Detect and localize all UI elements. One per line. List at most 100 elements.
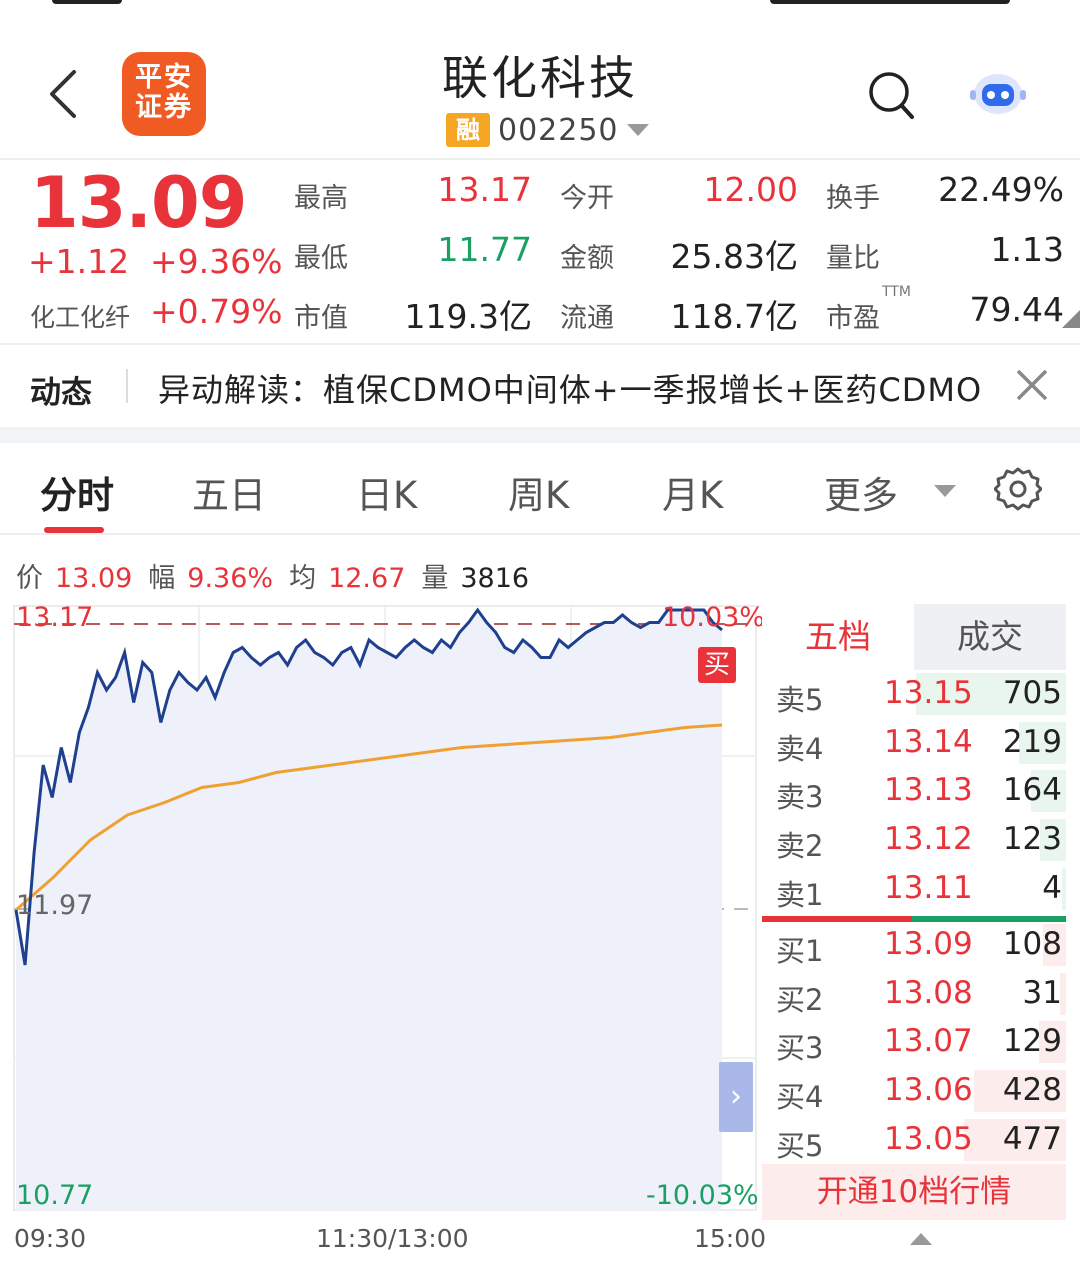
- info-price-label: 价: [16, 563, 43, 594]
- chart-settings-button[interactable]: [993, 465, 1043, 513]
- caret-up-icon[interactable]: [910, 1233, 932, 1245]
- margin-badge: 融: [446, 113, 490, 147]
- buy-row[interactable]: 买3 13.07 129: [762, 1019, 1066, 1065]
- chevron-left-icon: [50, 70, 76, 118]
- order-book-tabs: 五档 成交: [762, 604, 1066, 670]
- volratio-label: 量比: [826, 243, 880, 274]
- sell-level: 卖1: [776, 878, 824, 912]
- buy-level: 买1: [776, 934, 824, 968]
- sell-row[interactable]: 卖4 13.14 219: [762, 720, 1066, 766]
- sell-volume: 219: [1002, 724, 1062, 760]
- buy-row[interactable]: 买1 13.09 108: [762, 922, 1066, 968]
- robot-icon: [970, 74, 1026, 114]
- tab-monthly-k[interactable]: 月K: [662, 474, 724, 517]
- pct-axis-max-label: 10.03%: [662, 602, 765, 633]
- close-icon: [1016, 369, 1048, 401]
- sell-row[interactable]: 卖1 13.11 4: [762, 866, 1066, 912]
- stock-code-selector[interactable]: 融 002250: [446, 112, 649, 148]
- x-axis-open-label: 09:30: [14, 1224, 87, 1253]
- news-separator: [126, 369, 128, 403]
- average-price-line: [15, 723, 723, 912]
- sell-level: 卖4: [776, 732, 824, 766]
- buy-row[interactable]: 买4 13.06 428: [762, 1068, 1066, 1114]
- open-value: 12.00: [703, 170, 798, 209]
- sell-level: 卖2: [776, 829, 824, 863]
- buy-volume: 31: [1022, 975, 1062, 1011]
- sell-row[interactable]: 卖3 13.13 164: [762, 768, 1066, 814]
- order-book: 五档 成交 卖5 13.15 705 卖4 13.14 219 卖3 13.13…: [762, 604, 1066, 1220]
- pct-axis-min-label: -10.03%: [646, 1180, 759, 1211]
- caret-down-icon: [626, 124, 649, 136]
- buy-level: 买2: [776, 983, 824, 1017]
- chevron-right-icon: ›: [730, 1079, 742, 1114]
- tab-intraday[interactable]: 分时: [40, 474, 114, 517]
- intraday-chart[interactable]: 13.17 11.97 10.77 10.03% -10.03% 买 › 09:…: [0, 600, 766, 1253]
- sector-name[interactable]: 化工化纤: [30, 303, 131, 332]
- news-tag: 动态: [30, 375, 92, 411]
- buy-volume: 129: [1002, 1023, 1062, 1059]
- sell-volume-bar: [1062, 868, 1066, 910]
- tab-more[interactable]: 更多: [824, 474, 898, 517]
- tab-weekly-k[interactable]: 周K: [508, 474, 570, 517]
- info-avg-value: 12.67: [328, 563, 406, 594]
- buy-row[interactable]: 买2 13.08 31: [762, 971, 1066, 1017]
- sell-volume: 123: [1002, 821, 1062, 857]
- sell-row[interactable]: 卖5 13.15 705: [762, 671, 1066, 717]
- sell-volume: 164: [1002, 772, 1062, 808]
- stock-name: 联化科技: [442, 51, 638, 105]
- pe-label: 市盈: [826, 303, 880, 334]
- chart-tabs: 分时 五日 日K 周K 月K 更多: [0, 443, 1080, 535]
- amount-value: 25.83亿: [670, 237, 798, 276]
- tab-trades[interactable]: 成交: [914, 604, 1066, 670]
- open-label: 今开: [560, 183, 614, 214]
- sell-price: 13.13: [884, 772, 973, 808]
- price-line: [14, 607, 723, 966]
- y-axis-max-label: 13.17: [16, 602, 94, 633]
- x-axis-midday-label: 11:30/13:00: [316, 1224, 469, 1253]
- news-text[interactable]: 异动解读：植保CDMO中间体+一季报增长+医药CDMO: [158, 371, 983, 409]
- tab-five-day[interactable]: 五日: [192, 474, 266, 517]
- info-range-label: 幅: [148, 563, 176, 594]
- low-label: 最低: [294, 243, 348, 274]
- search-button[interactable]: [866, 68, 916, 122]
- buy-price: 13.07: [884, 1023, 973, 1059]
- news-close-button[interactable]: [1010, 363, 1054, 407]
- buy-volume-bar: [1043, 924, 1066, 966]
- ask-split-segment: [912, 916, 1066, 922]
- tab-daily-k[interactable]: 日K: [356, 474, 418, 517]
- mcap-label: 市值: [294, 303, 348, 334]
- last-price: 13.09: [30, 162, 247, 244]
- buy-volume-bar: [974, 1070, 1066, 1112]
- buy-level: 买3: [776, 1031, 824, 1065]
- ai-assistant-button[interactable]: [966, 68, 1030, 118]
- back-button[interactable]: [40, 64, 90, 124]
- pe-value: 79.44: [969, 290, 1064, 329]
- y-axis-mid-label: 11.97: [16, 890, 94, 921]
- turnover-label: 换手: [826, 183, 880, 214]
- float-label: 流通: [560, 303, 614, 334]
- info-vol-label: 量: [421, 563, 449, 594]
- sector-change-pct[interactable]: +0.79%: [150, 292, 283, 331]
- news-ticker[interactable]: 动态 异动解读：植保CDMO中间体+一季报增长+医药CDMO: [0, 345, 1080, 427]
- info-price-value: 13.09: [55, 563, 133, 594]
- sell-volume: 705: [1002, 675, 1062, 711]
- sell-volume-bar: [1040, 819, 1066, 861]
- buy-volume: 477: [1002, 1121, 1062, 1157]
- expand-corner-icon[interactable]: [1062, 310, 1080, 328]
- sell-row[interactable]: 卖2 13.12 123: [762, 817, 1066, 863]
- expand-panel-button[interactable]: ›: [719, 1062, 753, 1132]
- chevron-down-icon[interactable]: [934, 485, 956, 497]
- upgrade-level10-button[interactable]: 开通10档行情: [762, 1164, 1066, 1220]
- buy-volume-bar: [964, 1119, 1066, 1161]
- buy-row[interactable]: 买5 13.05 477: [762, 1117, 1066, 1163]
- buy-level: 买4: [776, 1080, 824, 1114]
- buy-signal-marker[interactable]: 买: [698, 647, 736, 683]
- app-header: 平安 证券 联化科技 融 002250: [0, 30, 1080, 158]
- sell-price: 13.15: [884, 675, 973, 711]
- status-time-fragment: [52, 0, 122, 4]
- buy-volume-bar: [1039, 1021, 1066, 1063]
- tab-five-levels[interactable]: 五档: [762, 604, 914, 670]
- turnover-value: 22.49%: [938, 170, 1064, 209]
- buy-level: 买5: [776, 1129, 824, 1163]
- buy-price: 13.06: [884, 1072, 973, 1108]
